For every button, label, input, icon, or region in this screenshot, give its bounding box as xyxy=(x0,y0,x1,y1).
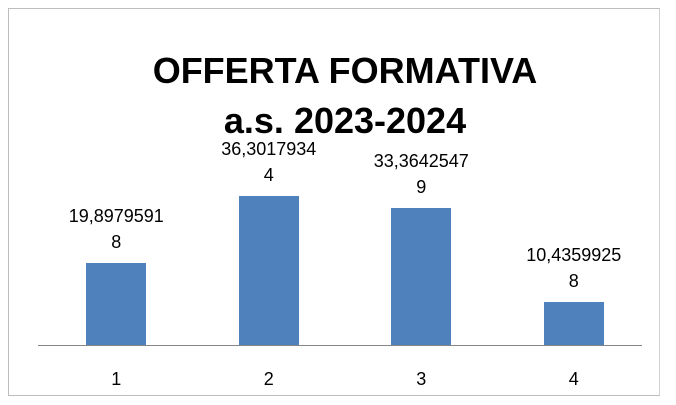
bar xyxy=(391,208,452,345)
chart-frame xyxy=(8,8,660,396)
data-label: 36,30179344 xyxy=(221,139,317,186)
bar xyxy=(543,302,604,345)
x-tick-label: 2 xyxy=(263,369,274,389)
x-tick-label: 3 xyxy=(416,369,427,389)
x-tick-label: 4 xyxy=(568,369,579,389)
data-label: 19,89795918 xyxy=(68,206,164,253)
bar xyxy=(86,263,147,345)
x-axis-line xyxy=(38,345,642,346)
chart-title: OFFERTA FORMATIVA a.s. 2023-2024 xyxy=(152,50,538,141)
x-tick-label: 1 xyxy=(111,369,122,389)
data-label: 10,43599258 xyxy=(526,245,622,292)
data-label: 33,36425479 xyxy=(373,151,469,198)
bar xyxy=(238,196,299,345)
